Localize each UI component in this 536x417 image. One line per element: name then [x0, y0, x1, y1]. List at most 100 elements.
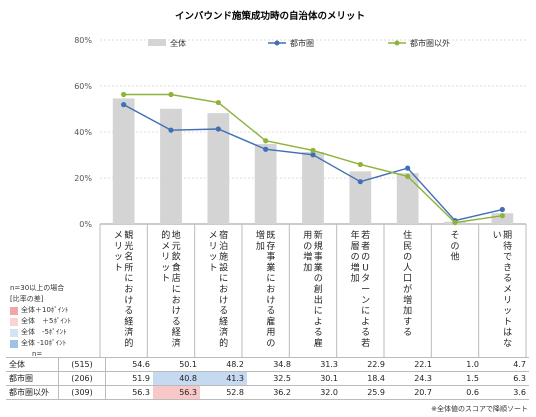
category-label-char: お: [172, 295, 181, 306]
category-label-char: 雇: [314, 337, 323, 349]
table-row-label: 都市圏: [6, 371, 59, 386]
series-point: [215, 99, 221, 106]
table-cell: 48.2: [200, 357, 247, 372]
category-label-char: U: [362, 263, 369, 273]
footnote: ※全体値のスコアで降順ソート: [431, 405, 528, 413]
table-cell: 50.1: [153, 357, 200, 372]
table-row-n: (309): [58, 385, 106, 400]
legend-label: 全体: [170, 38, 186, 48]
category-label-char: の: [303, 242, 312, 252]
table-cell: 20.7: [388, 385, 435, 400]
category-label-char: 加: [303, 262, 312, 273]
highlight-swatch: [10, 317, 18, 326]
highlight-label: 全体 ＋5ﾎﾟｲﾝﾄ: [21, 317, 71, 325]
category-label-char: の: [450, 242, 459, 252]
category-label-char: い: [493, 231, 502, 241]
category-label-char: 経: [172, 326, 181, 338]
category-label-char: 加: [403, 306, 412, 317]
bar-series: [112, 98, 514, 224]
category-label: 地元飲食店における経済: [172, 229, 181, 349]
category-label-char: 設: [219, 261, 228, 273]
table-cell: 25.9: [341, 385, 388, 400]
category-label: 増加: [256, 229, 265, 252]
category-label-char: 存: [266, 240, 275, 252]
highlight-legend-item: 全体 -5ﾎﾟｲﾝﾄ: [10, 327, 71, 338]
note-line-2: [比率の差]: [10, 295, 44, 303]
category-label-char: 規: [314, 241, 323, 252]
bar: [207, 113, 230, 224]
legend-swatch-bar: [148, 39, 166, 46]
table-row-n: (206): [58, 371, 106, 386]
highlight-swatch: [10, 306, 18, 315]
category-label-char: 的: [161, 229, 170, 241]
category-label-char: 期: [503, 230, 512, 241]
category-label-char: る: [361, 327, 370, 338]
series-point: [168, 91, 174, 98]
category-label-char: 業: [314, 261, 323, 273]
bar: [396, 173, 419, 224]
table-row: 都市圏 (206) 51.9 40.8 41.3 32.5 30.1 18.4 24.3 1.5 6…: [6, 371, 529, 386]
table-cell: 56.3: [105, 385, 153, 400]
category-label: 年層の増加: [351, 229, 360, 284]
table-cell: 1.0: [435, 357, 482, 372]
category-label-char: 済: [219, 326, 228, 338]
category-label: メリット: [209, 231, 218, 273]
table-cell: 22.9: [341, 357, 388, 372]
category-label-char: け: [219, 295, 228, 306]
category-label-char: 若: [361, 229, 370, 241]
category-label: 新規事業の創出による雇: [314, 229, 323, 349]
category-label-char: タ: [361, 273, 370, 284]
category-label-char: ト: [161, 274, 170, 284]
category-label-char: 層: [351, 241, 360, 252]
y-tick-label: 0%: [79, 220, 92, 229]
table-row: 全体 (515) 54.6 50.1 48.2 34.8 31.3 22.9 22.1 1.0 4.…: [6, 357, 529, 372]
table-cell: 32.0: [294, 385, 341, 400]
category-label-char: 経: [219, 315, 228, 327]
category-label-char: け: [124, 295, 133, 306]
category-label-char: リ: [503, 296, 512, 306]
table-row-label: 都市圏以外: [6, 385, 59, 400]
category-label-char: 他: [450, 251, 459, 263]
category-label-char: ッ: [161, 263, 170, 273]
category-label-char: ッ: [209, 253, 218, 263]
category-label-char: る: [266, 306, 275, 317]
category-label-char: お: [219, 284, 228, 295]
highlight-legend-item: 全体 -10ﾎﾟｲﾝﾄ: [10, 338, 71, 349]
category-label-char: ン: [361, 296, 370, 306]
series-point: [263, 138, 269, 144]
category-label-char: 的: [124, 337, 133, 349]
category-label: い: [493, 231, 502, 241]
category-label-char: 事: [266, 251, 275, 263]
bar: [112, 98, 135, 224]
category-label-char: 泊: [219, 241, 228, 252]
table-row: 都市圏以外 (309) 56.3 56.3 52.8 36.2 32.0 25.9 20.7 0.…: [6, 385, 529, 400]
category-label-char: る: [403, 327, 412, 338]
category-label-char: る: [503, 273, 512, 284]
category-label-char: き: [503, 262, 512, 273]
n-label: n=: [32, 350, 43, 358]
category-label-char: 飲: [172, 251, 181, 263]
category-label-char: る: [219, 306, 228, 317]
series-point: [310, 147, 316, 153]
category-label-char: お: [124, 284, 133, 295]
table-cell: 36.2: [247, 385, 294, 400]
category-label-char: 済: [172, 337, 181, 349]
table-cell: 1.5: [435, 371, 482, 386]
y-axis: 0% 20% 40% 60% 80%: [74, 36, 92, 229]
category-label-char: 用: [303, 230, 312, 241]
category-label-char: 所: [124, 262, 133, 273]
chart-title: インバウンド施策成功時の自治体のメリット: [175, 10, 365, 22]
category-label-char: メ: [503, 285, 512, 295]
series-point: [121, 91, 127, 98]
table-cell: 52.8: [200, 385, 247, 400]
highlight-legend: 全体＋10ﾎﾟｲﾝﾄ 全体 ＋5ﾎﾟｲﾝﾄ 全体 -5ﾎﾟｲﾝﾄ 全体 -10ﾎﾟｲﾝ…: [10, 305, 71, 349]
table-cell: 34.8: [247, 357, 294, 372]
category-label-char: 口: [403, 274, 412, 284]
category-label-char: け: [172, 306, 181, 317]
bar: [254, 143, 277, 224]
table-cell: 32.5: [247, 371, 294, 386]
table-cell: 22.1: [388, 357, 435, 372]
category-label-char: 食: [172, 261, 181, 273]
category-label-char: そ: [450, 230, 459, 241]
category-label-char: 増: [403, 294, 412, 306]
